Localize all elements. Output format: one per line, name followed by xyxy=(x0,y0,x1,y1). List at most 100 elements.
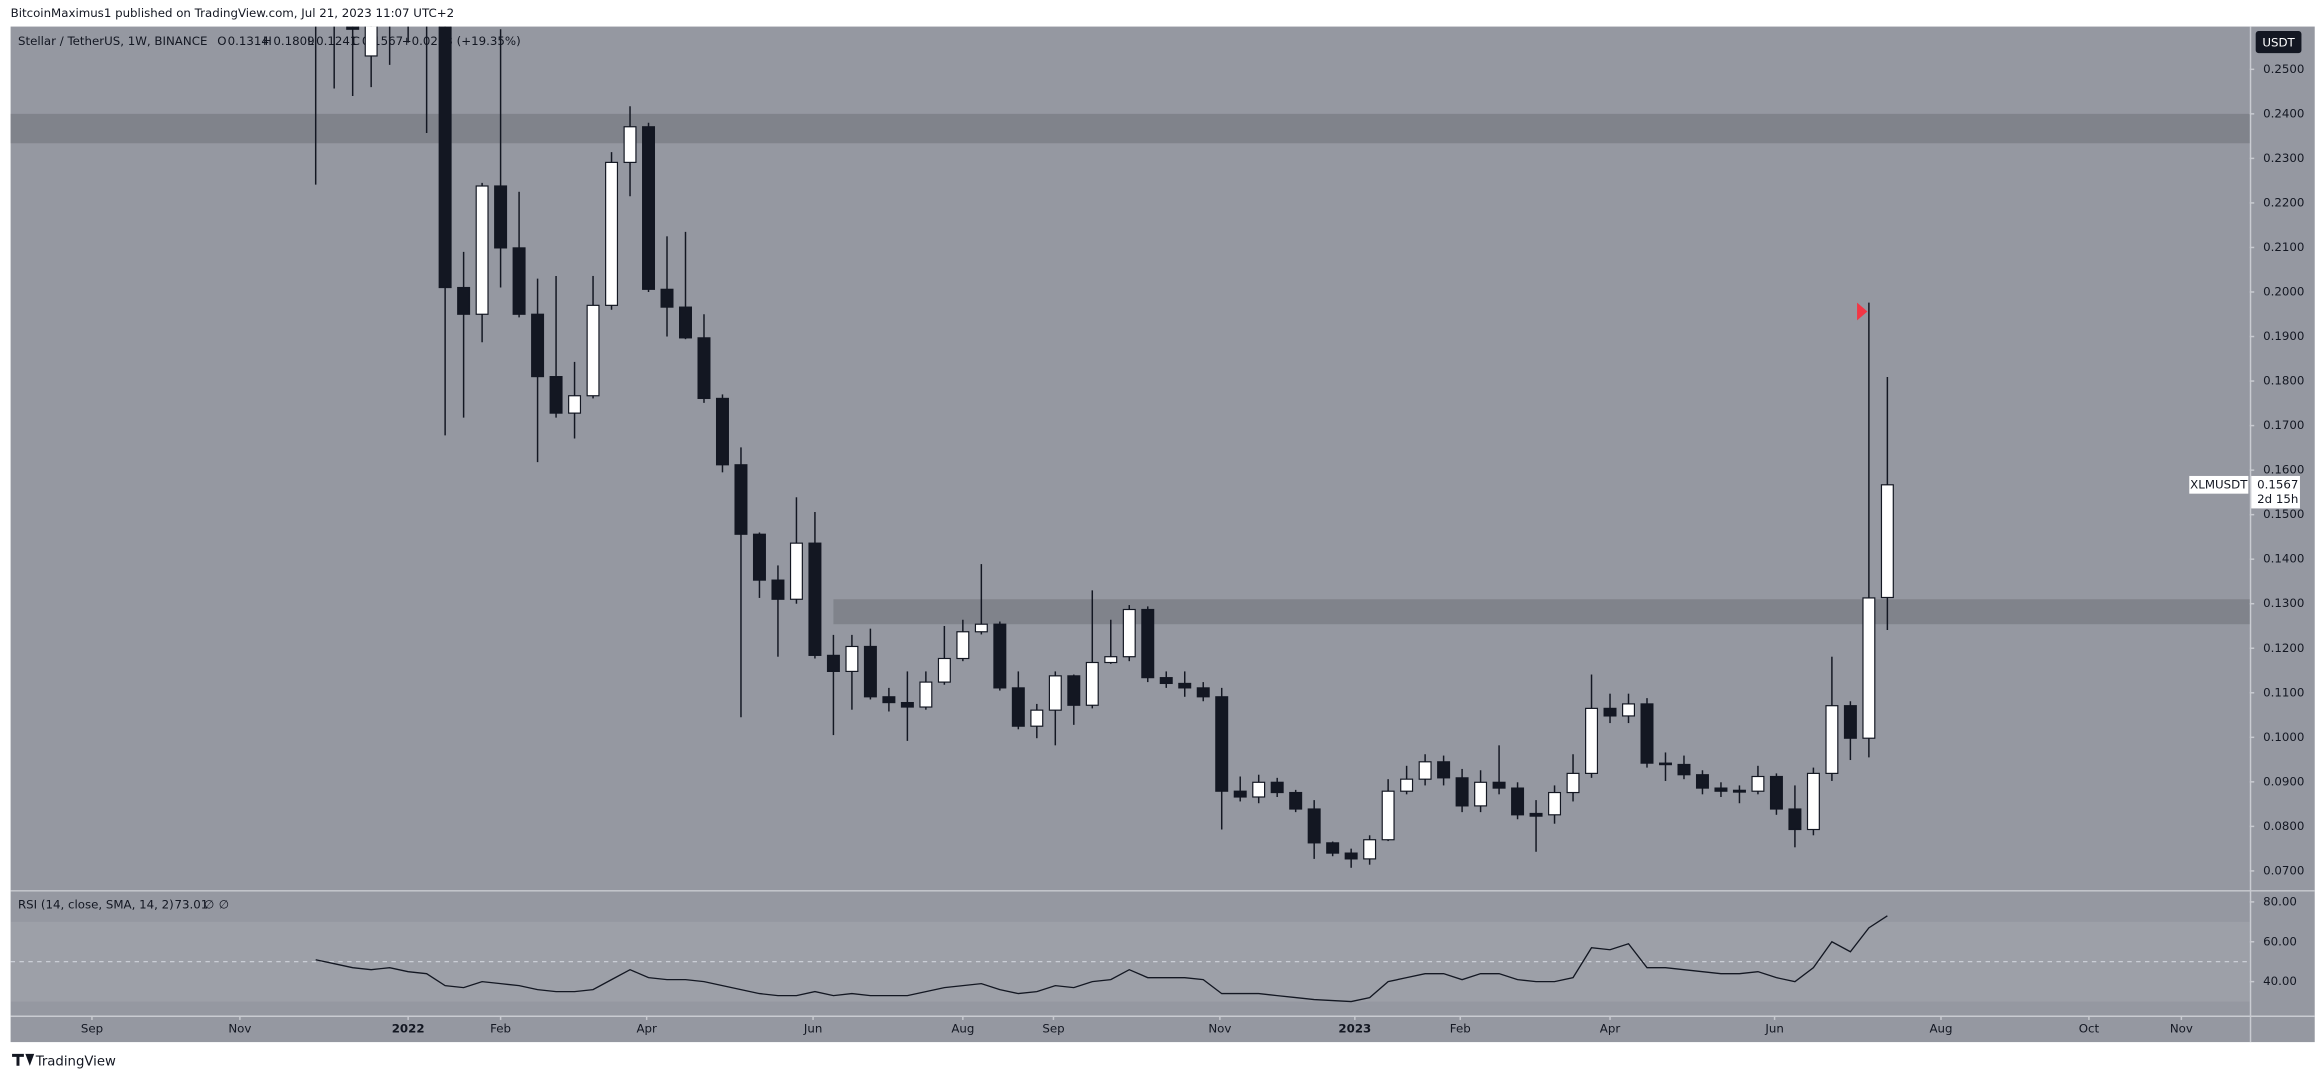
ohlc-value: 0.1314 xyxy=(228,34,269,48)
candle-body xyxy=(974,623,988,633)
logo xyxy=(12,1053,35,1066)
candle-body xyxy=(605,161,619,306)
candle-body xyxy=(1566,772,1580,794)
footer-brand: TradingView xyxy=(35,1054,116,1069)
y-tick-label: 0.2400 xyxy=(2263,106,2304,120)
candle-body xyxy=(1658,762,1672,766)
candle-body xyxy=(1418,761,1432,780)
y-tick-label: 0.1500 xyxy=(2263,507,2304,521)
ohlc-label: O xyxy=(217,34,226,48)
candle-body xyxy=(808,542,822,656)
candle-body xyxy=(1492,781,1506,789)
x-tick-label: Nov xyxy=(2170,1021,2193,1035)
candle-body xyxy=(1141,608,1155,679)
candle-body xyxy=(1067,675,1081,706)
x-tick-label: Feb xyxy=(490,1021,511,1035)
y-tick-label: 0.1900 xyxy=(2263,329,2304,343)
ohlc-value: 0.1809 xyxy=(273,34,314,48)
candle-body xyxy=(475,185,489,315)
candle-body xyxy=(1677,763,1691,776)
countdown: 2d 15h xyxy=(2257,492,2298,506)
y-tick-label: 0.1700 xyxy=(2263,418,2304,432)
candle-body xyxy=(1880,484,1894,599)
symbol-title: Stellar / TetherUS, 1W, BINANCE xyxy=(18,34,207,48)
rsi-pane xyxy=(10,915,2250,1003)
x-tick-label: Nov xyxy=(1208,1021,1231,1035)
candle-body xyxy=(1603,707,1617,717)
price-tag: 0.1567 xyxy=(2257,477,2298,491)
y-tick-label: 0.1300 xyxy=(2263,596,2304,610)
candle-body xyxy=(549,376,563,414)
x-tick-label: 2022 xyxy=(392,1021,425,1035)
x-tick-label: Apr xyxy=(1600,1021,1621,1035)
candle-body xyxy=(1122,608,1136,658)
x-tick-label: Apr xyxy=(636,1021,657,1035)
y-tick-label: 0.2000 xyxy=(2263,284,2304,298)
candle-body xyxy=(993,623,1007,689)
candle-body xyxy=(438,26,452,289)
candle-body xyxy=(1474,781,1488,807)
candle-body xyxy=(1289,791,1303,810)
x-tick-label: 2023 xyxy=(1338,1021,1371,1035)
candle-body xyxy=(1585,707,1599,774)
candle-body xyxy=(1714,787,1728,792)
candle-body xyxy=(512,247,526,315)
candle-body xyxy=(1252,781,1266,798)
rsi-na: ∅ xyxy=(219,897,229,911)
candle-body xyxy=(771,579,785,600)
ohlc-label: L xyxy=(307,34,314,48)
candle-body xyxy=(1326,842,1340,854)
candle-body xyxy=(568,395,582,414)
candle-body xyxy=(623,126,637,163)
candle-body xyxy=(863,645,877,698)
symbol-tag: XLMUSDT xyxy=(2190,477,2248,491)
candle-body xyxy=(1011,687,1025,727)
candle-body xyxy=(1159,677,1173,685)
y-tick-label: 0.1400 xyxy=(2263,552,2304,566)
candle-body xyxy=(900,701,914,708)
candle-body xyxy=(531,313,545,378)
y-tick-label: 0.2300 xyxy=(2263,151,2304,165)
x-tick-label: Nov xyxy=(228,1021,251,1035)
x-tick-label: Jun xyxy=(803,1021,822,1035)
candle-body xyxy=(937,657,951,683)
candle-body xyxy=(1085,661,1099,706)
x-tick-label: Sep xyxy=(1042,1021,1064,1035)
candle-body xyxy=(1511,787,1525,816)
y-tick-label: 0.1000 xyxy=(2263,730,2304,744)
x-tick-label: Feb xyxy=(1450,1021,1471,1035)
rsi-y-tick-label: 60.00 xyxy=(2263,934,2297,948)
candle-body xyxy=(1307,808,1321,844)
candle-body xyxy=(1455,777,1469,807)
x-tick-label: Jun xyxy=(1764,1021,1783,1035)
candle-body xyxy=(586,304,600,397)
candle-body xyxy=(1548,791,1562,816)
x-tick-label: Aug xyxy=(1929,1021,1952,1035)
rsi-title: RSI (14, close, SMA, 14, 2) xyxy=(18,897,174,911)
y-tick-label: 0.1800 xyxy=(2263,374,2304,388)
candle-body xyxy=(789,542,803,600)
currency-button[interactable] xyxy=(2255,30,2302,54)
y-tick-label: 0.0700 xyxy=(2263,863,2304,877)
candle-body xyxy=(1529,812,1543,817)
zone xyxy=(10,113,2250,144)
rsi-na: ∅ xyxy=(204,897,214,911)
chart-background xyxy=(10,26,2315,1043)
currency[interactable]: USDT xyxy=(2262,35,2295,49)
candle-body xyxy=(1806,772,1820,831)
candle-body xyxy=(1769,775,1783,810)
candle-body xyxy=(494,185,508,249)
signal-marker xyxy=(1857,302,1868,321)
y-tick-label: 0.0800 xyxy=(2263,819,2304,833)
candle-body xyxy=(1344,852,1358,860)
price-tag-bg xyxy=(2251,475,2300,509)
candle-body xyxy=(734,464,748,535)
candle-body xyxy=(660,288,674,308)
y-tick-label: 0.1100 xyxy=(2263,685,2304,699)
candle-body xyxy=(919,681,933,708)
candle-body xyxy=(1825,705,1839,774)
candle-body xyxy=(1381,790,1395,841)
candle-body xyxy=(1437,761,1451,779)
y-tick-label: 0.2200 xyxy=(2263,195,2304,209)
